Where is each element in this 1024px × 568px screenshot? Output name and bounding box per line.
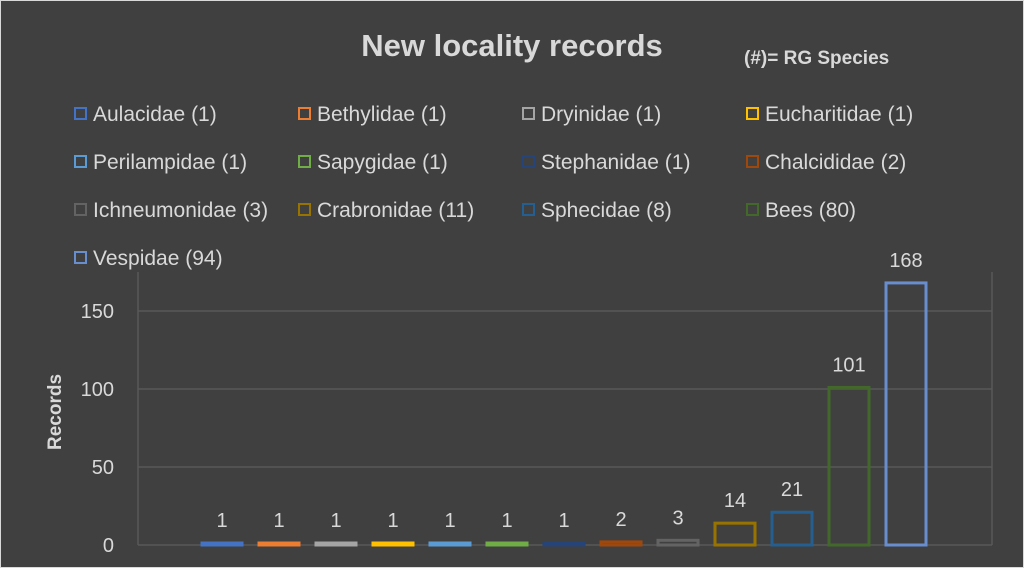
data-label: 1 [273, 510, 284, 532]
chart-title: New locality records [361, 28, 663, 63]
legend-item: Vespidae (94) [74, 246, 223, 272]
legend-item: Sapygidae (1) [298, 150, 448, 176]
legend-swatch [522, 202, 535, 216]
legend-item: Eucharitidae (1) [746, 102, 913, 128]
y-tick-label: 50 [92, 457, 114, 479]
legend-swatch [746, 202, 759, 216]
bar [599, 540, 643, 547]
bar [314, 541, 358, 547]
data-label: 3 [672, 507, 683, 529]
legend-swatch [298, 106, 311, 120]
legend-swatch [746, 106, 759, 120]
data-label: 1 [501, 510, 512, 532]
data-label: 1 [444, 510, 455, 532]
legend-label: Aulacidae (1) [93, 103, 217, 126]
legend-swatch [298, 202, 311, 216]
legend-swatch [74, 154, 87, 168]
data-label: 168 [889, 250, 922, 272]
chart-subtitle: (#)= RG Species [744, 48, 890, 69]
legend-item: Dryinidae (1) [522, 102, 661, 128]
bar [485, 541, 529, 547]
legend-item: Chalcididae (2) [746, 150, 906, 176]
legend-item: Perilampidae (1) [74, 150, 247, 176]
data-label: 14 [724, 490, 746, 512]
legend-label: Sapygidae (1) [317, 151, 448, 174]
y-tick-label: 100 [81, 379, 114, 401]
bar [713, 521, 757, 547]
legend-swatch [522, 154, 535, 168]
legend-label: Bethylidae (1) [317, 103, 447, 126]
legend-swatch [74, 250, 87, 264]
legend-swatch [74, 202, 87, 216]
legend-item: Crabronidae (11) [298, 198, 474, 224]
legend-label: Eucharitidae (1) [765, 103, 914, 126]
legend-item: Bethylidae (1) [298, 102, 447, 128]
legend-label: Crabronidae (11) [317, 199, 475, 222]
bar [770, 510, 814, 547]
bar [827, 385, 871, 547]
legend-label: Chalcididae (2) [765, 151, 907, 174]
bar [656, 538, 700, 547]
legend-label: Ichneumonidae (3) [93, 199, 269, 222]
legend-swatch [746, 154, 759, 168]
data-label: 101 [832, 354, 865, 376]
y-axis-label: Records [45, 374, 66, 450]
y-tick-label: 0 [103, 535, 114, 557]
bar [428, 541, 472, 547]
data-label: 21 [781, 479, 803, 501]
legend-item: Sphecidae (8) [522, 198, 672, 224]
legend-label: Bees (80) [765, 199, 857, 222]
legend-swatch [522, 106, 535, 120]
data-label: 1 [387, 510, 398, 532]
legend-label: Perilampidae (1) [93, 151, 248, 174]
bar [200, 541, 244, 547]
bar [257, 541, 301, 547]
bar [371, 541, 415, 547]
data-label: 1 [558, 510, 569, 532]
data-label: 2 [615, 509, 626, 531]
legend-swatch [298, 154, 311, 168]
y-tick-label: 150 [81, 301, 114, 323]
data-label: 1 [216, 510, 227, 532]
bar [884, 281, 928, 547]
legend-item: Stephanidae (1) [522, 150, 690, 176]
bar [542, 541, 586, 547]
legend-item: Ichneumonidae (3) [74, 198, 268, 224]
legend-swatch [74, 106, 87, 120]
legend-label: Stephanidae (1) [541, 151, 691, 174]
legend-label: Sphecidae (8) [541, 199, 672, 222]
legend-label: Vespidae (94) [93, 247, 223, 270]
data-label: 1 [330, 510, 341, 532]
legend-item: Aulacidae (1) [74, 102, 217, 128]
legend-label: Dryinidae (1) [541, 103, 662, 126]
legend-item: Bees (80) [746, 198, 856, 224]
